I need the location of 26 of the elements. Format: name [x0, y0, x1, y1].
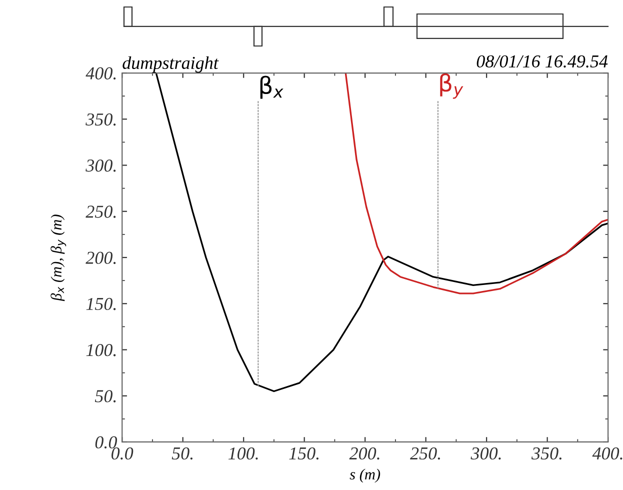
x-tick-label: 200.	[349, 447, 380, 460]
chart-title: dumpstraight	[122, 56, 219, 73]
x-tick-label: 150.	[289, 447, 319, 460]
x-tick-label: 50.	[172, 447, 193, 460]
y-tick-label: 200.	[86, 252, 116, 264]
x-tick-label: 300.	[470, 447, 501, 460]
x-tick-label: 100.	[228, 447, 258, 460]
x-axis-title: s (m)	[350, 468, 380, 483]
line-series	[155, 73, 608, 392]
x-tick-label: 350.	[531, 447, 562, 460]
y-tick-label: 250.	[86, 206, 116, 218]
line-series	[344, 73, 608, 294]
annotation: β$_{y}$	[440, 73, 464, 99]
y-tick-label: 400.	[86, 67, 116, 80]
y-tick-label: 150.	[86, 298, 116, 310]
y-tick-label: 50.	[94, 390, 116, 402]
x-tick-label: 250.	[410, 447, 440, 460]
annotation: β$_{x}$	[260, 76, 284, 99]
y-tick-label: 100.	[86, 344, 116, 356]
y-tick-label: 0.0	[95, 436, 118, 448]
y-axis-title: β$_{x}$ (m), β$_{y}$ (m)	[50, 214, 66, 302]
x-tick-label: 400.	[592, 447, 622, 460]
text: 08/01/16 16.49.54	[476, 55, 608, 68]
y-tick-label: 300.	[86, 160, 116, 172]
y-tick-label: 350.	[86, 113, 116, 126]
x-tick-label: 0.0	[112, 447, 134, 460]
